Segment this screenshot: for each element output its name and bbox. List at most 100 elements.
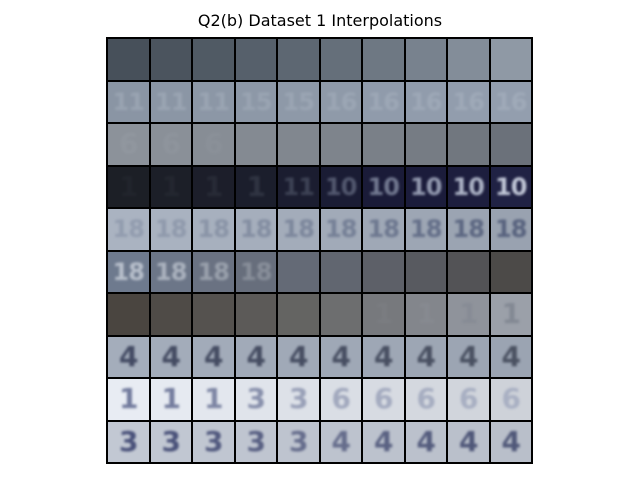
interpolation-cell: 4 [320, 421, 361, 462]
interpolation-cell: 6 [320, 379, 361, 420]
digit-glyph: 18 [240, 257, 272, 286]
interpolation-cell: 6 [108, 124, 149, 165]
interpolation-cell: 3 [278, 421, 319, 462]
digit-glyph: 6 [501, 382, 521, 416]
interpolation-cell: 10 [448, 166, 489, 207]
digit-glyph: 10 [452, 172, 485, 201]
interpolation-cell: 18 [108, 251, 149, 292]
interpolation-cell: 18 [490, 209, 531, 250]
interpolation-cell [490, 251, 531, 292]
digit-glyph: 4 [289, 339, 308, 373]
interpolation-cell: 4 [193, 336, 234, 377]
interpolation-cell [363, 39, 404, 80]
interpolation-cell: 4 [320, 336, 361, 377]
interpolation-cell: 4 [278, 336, 319, 377]
digit-glyph: 1 [459, 297, 478, 331]
interpolation-cell: 3 [235, 421, 276, 462]
interpolation-cell [320, 39, 361, 80]
interpolation-cell: 18 [193, 251, 234, 292]
digit-glyph: 1 [119, 169, 138, 203]
interpolation-cell: 18 [150, 251, 191, 292]
interpolation-cell [320, 124, 361, 165]
interpolation-cell [490, 39, 531, 80]
digit-glyph: 4 [416, 424, 436, 458]
interpolation-cell: 11 [108, 81, 149, 122]
interpolation-cell: 6 [490, 379, 531, 420]
interpolation-cell: 1 [363, 294, 404, 335]
interpolation-cell: 16 [405, 81, 446, 122]
digit-glyph: 18 [197, 215, 230, 244]
digit-glyph: 16 [452, 87, 485, 116]
interpolation-cell: 15 [278, 81, 319, 122]
interpolation-cell: 4 [150, 336, 191, 377]
interpolation-cell: 18 [235, 251, 276, 292]
digit-glyph: 1 [161, 169, 181, 203]
digit-glyph: 1 [246, 169, 266, 203]
digit-glyph: 18 [495, 215, 527, 244]
interpolation-cell: 3 [235, 379, 276, 420]
digit-glyph: 16 [410, 87, 442, 116]
interpolation-cell: 1 [448, 294, 489, 335]
interpolation-cell: 18 [108, 209, 149, 250]
figure-title: Q2(b) Dataset 1 Interpolations [197, 11, 443, 30]
digit-glyph: 4 [331, 339, 351, 373]
digit-glyph: 10 [325, 172, 357, 201]
interpolation-cell: 4 [405, 421, 446, 462]
interpolation-cell: 1 [108, 379, 149, 420]
interpolation-cell [108, 294, 149, 335]
interpolation-cell: 18 [193, 209, 234, 250]
interpolation-cell: 4 [363, 421, 404, 462]
interpolation-cell: 10 [320, 166, 361, 207]
digit-glyph: 3 [289, 424, 308, 458]
digit-glyph: 18 [410, 215, 442, 244]
digit-glyph: 6 [331, 382, 351, 416]
interpolation-cell [405, 251, 446, 292]
digit-glyph: 11 [197, 87, 230, 116]
interpolation-cell: 4 [448, 336, 489, 377]
digit-glyph: 4 [459, 424, 478, 458]
interpolation-cell: 3 [150, 421, 191, 462]
interpolation-cell: 6 [448, 379, 489, 420]
interpolation-cell: 11 [278, 166, 319, 207]
interpolation-grid: 11 11 11 15 15 16 16 16 16 16 6 6 6 1 1 1 1 11 10 10 10 10 10 1… [106, 37, 533, 464]
interpolation-cell [320, 251, 361, 292]
interpolation-cell: 4 [448, 421, 489, 462]
interpolation-cell: 3 [108, 421, 149, 462]
interpolation-cell [278, 294, 319, 335]
digit-glyph: 18 [282, 215, 315, 244]
interpolation-cell [448, 251, 489, 292]
digit-glyph: 4 [374, 424, 393, 458]
interpolation-cell: 16 [448, 81, 489, 122]
digit-glyph: 15 [240, 87, 272, 116]
interpolation-cell [235, 294, 276, 335]
interpolation-cell: 18 [320, 209, 361, 250]
interpolation-cell: 6 [363, 379, 404, 420]
digit-glyph: 4 [374, 339, 393, 373]
interpolation-cell [108, 39, 149, 80]
digit-glyph: 11 [155, 87, 187, 116]
interpolation-cell: 18 [448, 209, 489, 250]
interpolation-cell: 1 [150, 379, 191, 420]
digit-glyph: 18 [155, 215, 187, 244]
interpolation-cell [150, 39, 191, 80]
interpolation-cell [278, 39, 319, 80]
interpolation-cell: 4 [405, 336, 446, 377]
interpolation-cell: 18 [405, 209, 446, 250]
digit-glyph: 3 [204, 424, 223, 458]
digit-glyph: 3 [246, 382, 266, 416]
interpolation-cell [405, 124, 446, 165]
digit-glyph: 6 [459, 382, 478, 416]
digit-glyph: 16 [325, 87, 357, 116]
interpolation-cell: 3 [193, 421, 234, 462]
interpolation-cell: 1 [405, 294, 446, 335]
digit-glyph: 3 [289, 382, 308, 416]
digit-glyph: 1 [501, 297, 521, 331]
digit-glyph: 18 [452, 215, 485, 244]
digit-glyph: 4 [331, 424, 351, 458]
interpolation-cell: 16 [490, 81, 531, 122]
interpolation-cell [363, 251, 404, 292]
interpolation-cell: 6 [150, 124, 191, 165]
interpolation-cell: 18 [363, 209, 404, 250]
digit-glyph: 1 [204, 382, 223, 416]
digit-glyph: 15 [282, 87, 315, 116]
